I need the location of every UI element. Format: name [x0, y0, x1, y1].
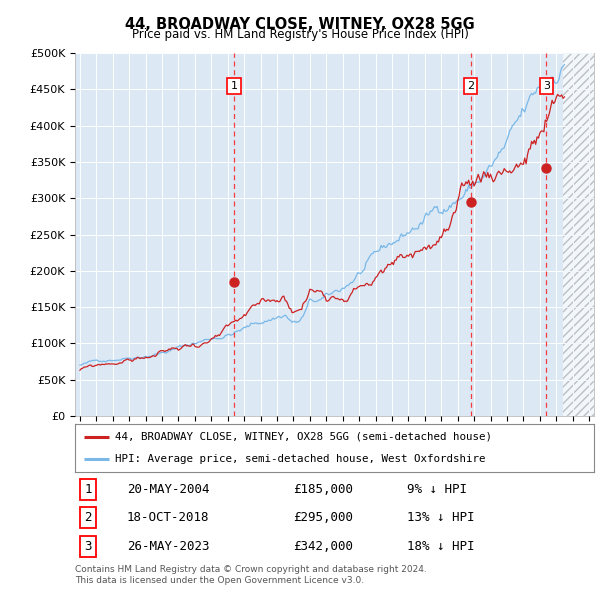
- Text: 44, BROADWAY CLOSE, WITNEY, OX28 5GG (semi-detached house): 44, BROADWAY CLOSE, WITNEY, OX28 5GG (se…: [115, 432, 493, 442]
- Bar: [563, 53, 594, 416]
- Bar: [563, 53, 594, 416]
- Text: £342,000: £342,000: [293, 540, 353, 553]
- Text: HPI: Average price, semi-detached house, West Oxfordshire: HPI: Average price, semi-detached house,…: [115, 454, 486, 464]
- Text: 2: 2: [84, 511, 92, 525]
- Text: 18-OCT-2018: 18-OCT-2018: [127, 511, 209, 525]
- Text: 9% ↓ HPI: 9% ↓ HPI: [407, 483, 467, 496]
- Text: 1: 1: [230, 81, 238, 91]
- Text: Price paid vs. HM Land Registry's House Price Index (HPI): Price paid vs. HM Land Registry's House …: [131, 28, 469, 41]
- Text: 3: 3: [543, 81, 550, 91]
- Text: Contains HM Land Registry data © Crown copyright and database right 2024.
This d: Contains HM Land Registry data © Crown c…: [75, 565, 427, 585]
- Text: 3: 3: [84, 540, 92, 553]
- Text: 2: 2: [467, 81, 474, 91]
- Text: 44, BROADWAY CLOSE, WITNEY, OX28 5GG: 44, BROADWAY CLOSE, WITNEY, OX28 5GG: [125, 17, 475, 31]
- Text: 26-MAY-2023: 26-MAY-2023: [127, 540, 209, 553]
- Text: £185,000: £185,000: [293, 483, 353, 496]
- Text: £295,000: £295,000: [293, 511, 353, 525]
- Text: 18% ↓ HPI: 18% ↓ HPI: [407, 540, 475, 553]
- Text: 13% ↓ HPI: 13% ↓ HPI: [407, 511, 475, 525]
- Text: 1: 1: [84, 483, 92, 496]
- Text: 20-MAY-2004: 20-MAY-2004: [127, 483, 209, 496]
